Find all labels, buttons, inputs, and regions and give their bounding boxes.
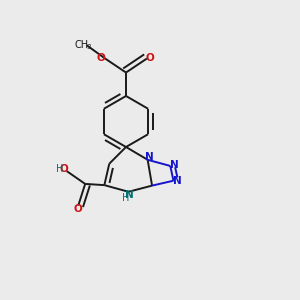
Text: CH: CH (74, 40, 88, 50)
Text: N: N (145, 152, 154, 162)
Text: H: H (56, 164, 63, 174)
Text: O: O (73, 204, 82, 214)
Text: H: H (122, 194, 129, 203)
Text: O: O (60, 164, 69, 174)
Text: N: N (170, 160, 178, 170)
Text: O: O (97, 52, 106, 63)
Text: O: O (145, 53, 154, 63)
Text: N: N (173, 176, 182, 186)
Text: 3: 3 (87, 44, 92, 50)
Text: N: N (125, 190, 134, 200)
